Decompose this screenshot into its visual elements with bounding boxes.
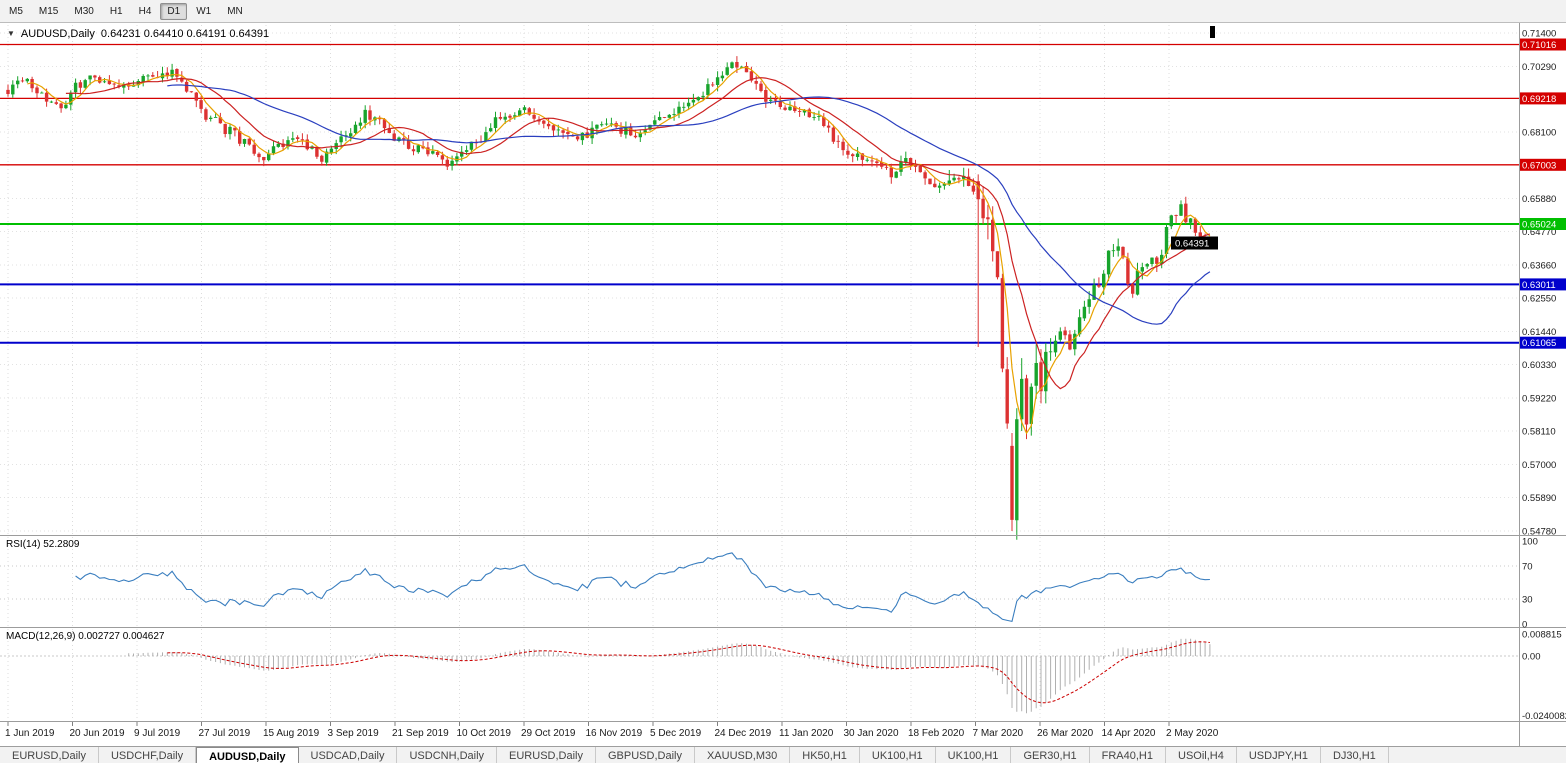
- date-axis-label: 26 Mar 2020: [1037, 728, 1094, 739]
- date-axis-label: 24 Dec 2019: [715, 728, 772, 739]
- svg-text:0.67003: 0.67003: [1522, 160, 1556, 171]
- svg-text:0.65024: 0.65024: [1522, 220, 1556, 231]
- current-price-label: 0.64391: [1171, 236, 1218, 250]
- timeframe-button-H4[interactable]: H4: [138, 5, 152, 17]
- date-axis-label: 2 May 2020: [1166, 728, 1219, 739]
- date-axis-label: 20 Jun 2019: [70, 728, 125, 739]
- rsi-axis-tick: 0: [1522, 620, 1527, 631]
- date-axis-label: 3 Sep 2019: [328, 728, 380, 739]
- price-axis-tick: 0.71400: [1522, 29, 1556, 40]
- date-axis-label: 7 Mar 2020: [973, 728, 1024, 739]
- date-axis-label: 16 Nov 2019: [586, 728, 643, 739]
- svg-text:0.71016: 0.71016: [1522, 40, 1556, 51]
- chart-tab-DJ30-H1[interactable]: DJ30,H1: [1321, 747, 1389, 763]
- chart-tab-UK100-H1[interactable]: UK100,H1: [936, 747, 1012, 763]
- date-axis-label: 30 Jan 2020: [844, 728, 899, 739]
- price-axis-tick: 0.55890: [1522, 493, 1556, 504]
- chart-area[interactable]: ▼ AUDUSD,Daily 0.64231 0.64410 0.64191 0…: [0, 23, 1566, 746]
- svg-text:0.61065: 0.61065: [1522, 338, 1556, 349]
- price-axis-tick: 0.61440: [1522, 327, 1556, 338]
- timeframe-button-M30[interactable]: M30: [74, 5, 94, 17]
- price-axis-tick: 0.68100: [1522, 127, 1556, 138]
- price-axis-tick: 0.63660: [1522, 260, 1556, 271]
- date-axis-label: 14 Apr 2020: [1102, 728, 1156, 739]
- price-chart-canvas[interactable]: 1 Jun 2019 20 Jun 2019 9 Jul 2019 27 Jul 20…: [0, 23, 1566, 746]
- moving-average-13: [65, 77, 1211, 390]
- chart-tab-GBPUSD-Daily[interactable]: GBPUSD,Daily: [596, 747, 695, 763]
- svg-text:0.64391: 0.64391: [1175, 239, 1209, 250]
- date-axis-label: 1 Jun 2019: [5, 728, 55, 739]
- date-axis-label: 10 Oct 2019: [457, 728, 512, 739]
- date-axis-label: 18 Feb 2020: [908, 728, 965, 739]
- price-axis-tick: 0.62550: [1522, 294, 1556, 305]
- chart-shift-marker[interactable]: [1210, 26, 1215, 38]
- hline-level-0.67003[interactable]: 0.67003: [0, 158, 1566, 172]
- chart-tab-FRA40-H1[interactable]: FRA40,H1: [1090, 747, 1166, 763]
- chart-tab-XAUUSD-M30[interactable]: XAUUSD,M30: [695, 747, 791, 763]
- date-axis-label: 9 Jul 2019: [134, 728, 181, 739]
- moving-average-34: [167, 84, 1211, 325]
- chart-tab-UK100-H1[interactable]: UK100,H1: [860, 747, 936, 763]
- price-axis-tick: 0.58110: [1522, 427, 1556, 438]
- chart-tab-GER30-H1[interactable]: GER30,H1: [1011, 747, 1090, 763]
- date-axis-label: 5 Dec 2019: [650, 728, 702, 739]
- price-axis-tick: 0.70290: [1522, 62, 1556, 73]
- macd-label: MACD(12,26,9) 0.002727 0.004627: [6, 631, 165, 642]
- date-axis-label: 29 Oct 2019: [521, 728, 576, 739]
- macd-axis-tick: 0.008815: [1522, 630, 1562, 641]
- macd-axis-tick: 0.00: [1522, 652, 1541, 663]
- price-axis-tick: 0.64770: [1522, 227, 1556, 238]
- price-axis-tick: 0.54780: [1522, 527, 1556, 538]
- hline-level-0.65024[interactable]: 0.65024: [0, 218, 1566, 231]
- timeframe-button-H1[interactable]: H1: [109, 5, 123, 17]
- chart-tab-USOil-H4[interactable]: USOil,H4: [1166, 747, 1237, 763]
- chart-tab-bar: EURUSD,Daily USDCHF,Daily AUDUSD,Daily USDC…: [0, 746, 1566, 763]
- rsi-line: [75, 552, 1210, 623]
- timeframe-button-D1[interactable]: D1: [160, 2, 188, 20]
- chart-tab-USDCHF-Daily[interactable]: USDCHF,Daily: [99, 747, 197, 763]
- chart-tab-USDCNH-Daily[interactable]: USDCNH,Daily: [397, 747, 498, 763]
- rsi-label: RSI(14) 52.2809: [6, 539, 80, 550]
- date-axis-label: 11 Jan 2020: [779, 728, 834, 739]
- date-axis-label: 15 Aug 2019: [263, 728, 320, 739]
- symbol-dropdown-icon[interactable]: ▼: [7, 29, 15, 38]
- chart-tab-EURUSD-Daily[interactable]: EURUSD,Daily: [497, 747, 596, 763]
- price-axis-tick: 0.65880: [1522, 194, 1556, 205]
- chart-tab-USDJPY-H1[interactable]: USDJPY,H1: [1237, 747, 1321, 763]
- chart-tab-USDCAD-Daily[interactable]: USDCAD,Daily: [299, 747, 398, 763]
- macd-signal-line: [167, 641, 1210, 704]
- hline-level-0.69218[interactable]: 0.69218: [0, 92, 1566, 105]
- svg-text:0.63011: 0.63011: [1522, 280, 1556, 291]
- timeframe-button-M15[interactable]: M15: [38, 5, 59, 17]
- chart-title: ▼ AUDUSD,Daily 0.64231 0.64410 0.64191 0…: [7, 28, 269, 40]
- price-axis-tick: 0.57000: [1522, 460, 1556, 471]
- rsi-axis-tick: 100: [1522, 537, 1538, 548]
- price-axis-tick: 0.60330: [1522, 360, 1556, 371]
- timeframe-button-M5[interactable]: M5: [9, 5, 23, 17]
- rsi-axis-tick: 30: [1522, 595, 1533, 606]
- chart-tab-AUDUSD-Daily[interactable]: AUDUSD,Daily: [196, 747, 299, 763]
- timeframe-toolbar: M5 M15 M30 H1 H4 D1 W1 MN: [0, 0, 1566, 23]
- date-axis-label: 27 Jul 2019: [199, 728, 251, 739]
- macd-axis-tick: -0.0240082: [1522, 711, 1566, 722]
- chart-symbol-label: AUDUSD,Daily: [20, 28, 95, 40]
- hline-level-0.71016[interactable]: 0.71016: [0, 38, 1566, 52]
- price-axis-tick: 0.59220: [1522, 394, 1556, 405]
- chart-tab-HK50-H1[interactable]: HK50,H1: [790, 747, 860, 763]
- rsi-axis-tick: 70: [1522, 561, 1533, 572]
- timeframe-button-W1[interactable]: W1: [196, 5, 212, 17]
- timeframe-button-MN[interactable]: MN: [227, 5, 243, 17]
- svg-text:0.69218: 0.69218: [1522, 94, 1556, 105]
- hline-level-0.61065[interactable]: 0.61065: [0, 336, 1566, 350]
- date-axis-label: 21 Sep 2019: [392, 728, 449, 739]
- moving-average-5: [27, 66, 1211, 435]
- chart-tab-EURUSD-Daily[interactable]: EURUSD,Daily: [0, 747, 99, 763]
- chart-ohlc-label: 0.64231 0.64410 0.64191 0.64391: [100, 28, 270, 40]
- hline-level-0.63011[interactable]: 0.63011: [0, 278, 1566, 291]
